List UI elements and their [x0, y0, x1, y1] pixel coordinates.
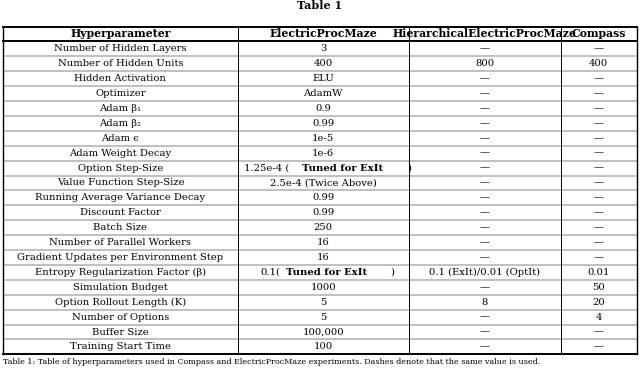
- Text: 50: 50: [593, 283, 605, 292]
- Text: Value Function Step-Size: Value Function Step-Size: [56, 179, 184, 188]
- Text: 250: 250: [314, 223, 333, 232]
- Text: —: —: [480, 193, 490, 202]
- Text: —: —: [480, 313, 490, 322]
- Text: 400: 400: [314, 59, 333, 68]
- Text: ELU: ELU: [312, 74, 334, 83]
- Text: —: —: [480, 342, 490, 351]
- Text: 0.1 (ExIt)/0.01 (OptIt): 0.1 (ExIt)/0.01 (OptIt): [429, 268, 540, 277]
- Text: —: —: [594, 327, 604, 337]
- Text: Buffer Size: Buffer Size: [92, 327, 148, 337]
- Text: Adam Weight Decay: Adam Weight Decay: [69, 149, 172, 158]
- Text: Training Start Time: Training Start Time: [70, 342, 171, 351]
- Text: 100: 100: [314, 342, 333, 351]
- Text: 20: 20: [593, 298, 605, 307]
- Text: —: —: [480, 253, 490, 262]
- Text: —: —: [594, 164, 604, 172]
- Text: Optimizer: Optimizer: [95, 89, 146, 98]
- Text: Tuned for ExIt: Tuned for ExIt: [285, 268, 367, 277]
- Text: —: —: [594, 134, 604, 143]
- Text: HierarchicalElectricProcMaze: HierarchicalElectricProcMaze: [393, 28, 577, 39]
- Text: 100,000: 100,000: [302, 327, 344, 337]
- Text: 0.1(: 0.1(: [260, 268, 280, 277]
- Text: 1000: 1000: [310, 283, 336, 292]
- Text: —: —: [480, 164, 490, 172]
- Text: 5: 5: [320, 298, 326, 307]
- Text: Batch Size: Batch Size: [93, 223, 147, 232]
- Text: 0.99: 0.99: [312, 208, 334, 217]
- Text: Gradient Updates per Environment Step: Gradient Updates per Environment Step: [17, 253, 223, 262]
- Text: ): ): [407, 164, 411, 172]
- Text: Number of Hidden Units: Number of Hidden Units: [58, 59, 183, 68]
- Text: —: —: [480, 89, 490, 98]
- Text: Option Step-Size: Option Step-Size: [77, 164, 163, 172]
- Text: 3: 3: [320, 44, 326, 53]
- Text: Hyperparameter: Hyperparameter: [70, 28, 171, 39]
- Text: —: —: [594, 74, 604, 83]
- Text: Hidden Activation: Hidden Activation: [74, 74, 166, 83]
- Text: —: —: [480, 179, 490, 188]
- Text: 0.99: 0.99: [312, 119, 334, 128]
- Text: —: —: [594, 342, 604, 351]
- Text: 0.99: 0.99: [312, 193, 334, 202]
- Text: Tuned for ExIt: Tuned for ExIt: [302, 164, 383, 172]
- Text: Number of Hidden Layers: Number of Hidden Layers: [54, 44, 187, 53]
- Text: Compass: Compass: [572, 28, 626, 39]
- Text: 0.9: 0.9: [316, 104, 331, 113]
- Text: Adam β₂: Adam β₂: [99, 119, 141, 128]
- Text: 16: 16: [317, 238, 330, 247]
- Text: 16: 16: [317, 253, 330, 262]
- Text: 4: 4: [596, 313, 602, 322]
- Text: —: —: [480, 74, 490, 83]
- Text: —: —: [480, 327, 490, 337]
- Text: —: —: [594, 253, 604, 262]
- Text: —: —: [594, 149, 604, 158]
- Text: —: —: [480, 238, 490, 247]
- Text: Number of Options: Number of Options: [72, 313, 169, 322]
- Text: 800: 800: [475, 59, 494, 68]
- Text: —: —: [594, 208, 604, 217]
- Text: —: —: [594, 238, 604, 247]
- Text: 5: 5: [320, 313, 326, 322]
- Text: Discount Factor: Discount Factor: [80, 208, 161, 217]
- Text: ElectricProcMaze: ElectricProcMaze: [269, 28, 377, 39]
- Text: 1e-6: 1e-6: [312, 149, 334, 158]
- Text: —: —: [594, 44, 604, 53]
- Text: Simulation Budget: Simulation Budget: [73, 283, 168, 292]
- Text: 1.25e-4 (: 1.25e-4 (: [244, 164, 289, 172]
- Text: Running Average Variance Decay: Running Average Variance Decay: [35, 193, 205, 202]
- Text: —: —: [594, 223, 604, 232]
- Text: —: —: [480, 208, 490, 217]
- Text: Table 1: Table of hyperparameters used in Compass and ElectricProcMaze experimen: Table 1: Table of hyperparameters used i…: [3, 358, 540, 366]
- Text: —: —: [480, 134, 490, 143]
- Text: Number of Parallel Workers: Number of Parallel Workers: [49, 238, 191, 247]
- Text: —: —: [594, 179, 604, 188]
- Text: 2.5e-4 (Twice Above): 2.5e-4 (Twice Above): [269, 179, 376, 188]
- Text: AdamW: AdamW: [303, 89, 343, 98]
- Text: 400: 400: [589, 59, 609, 68]
- Text: Entropy Regularization Factor (β): Entropy Regularization Factor (β): [35, 268, 206, 277]
- Text: —: —: [480, 119, 490, 128]
- Text: Option Rollout Length (K): Option Rollout Length (K): [55, 298, 186, 307]
- Text: 8: 8: [481, 298, 488, 307]
- Text: —: —: [480, 104, 490, 113]
- Text: —: —: [480, 149, 490, 158]
- Text: —: —: [594, 104, 604, 113]
- Text: —: —: [480, 283, 490, 292]
- Text: —: —: [594, 193, 604, 202]
- Text: Table 1: Table 1: [298, 0, 342, 11]
- Text: —: —: [480, 44, 490, 53]
- Text: 0.01: 0.01: [588, 268, 610, 277]
- Text: —: —: [594, 89, 604, 98]
- Text: —: —: [480, 223, 490, 232]
- Text: Adam β₁: Adam β₁: [99, 104, 141, 113]
- Text: —: —: [594, 119, 604, 128]
- Text: 1e-5: 1e-5: [312, 134, 334, 143]
- Text: Adam ϵ: Adam ϵ: [102, 134, 140, 143]
- Text: ): ): [390, 268, 394, 277]
